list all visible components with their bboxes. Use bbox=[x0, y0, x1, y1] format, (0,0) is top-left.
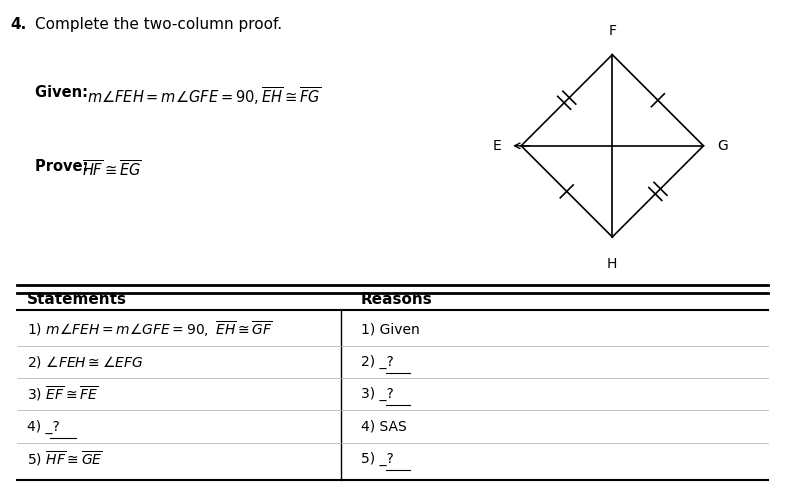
Text: F: F bbox=[608, 24, 616, 38]
Text: 5) _?: 5) _? bbox=[361, 451, 394, 466]
Text: Complete the two-column proof.: Complete the two-column proof. bbox=[35, 17, 282, 32]
Text: E: E bbox=[492, 139, 501, 153]
Text: 3) $\overline{EF} \cong \overline{FE}$: 3) $\overline{EF} \cong \overline{FE}$ bbox=[27, 385, 98, 403]
Text: Prove:: Prove: bbox=[35, 159, 93, 174]
Text: H: H bbox=[607, 257, 618, 271]
Text: 4) SAS: 4) SAS bbox=[361, 419, 407, 434]
Text: 1) Given: 1) Given bbox=[361, 323, 420, 337]
Text: 1) $m\angle FEH = m\angle GFE = 90,\ \overline{EH} \cong \overline{GF}$: 1) $m\angle FEH = m\angle GFE = 90,\ \ov… bbox=[27, 320, 272, 339]
Text: $m\angle FEH = m\angle GFE = 90, \overline{EH} \cong \overline{FG}$: $m\angle FEH = m\angle GFE = 90, \overli… bbox=[87, 86, 321, 107]
Text: 3) _?: 3) _? bbox=[361, 387, 394, 401]
Text: 4) _?: 4) _? bbox=[27, 419, 60, 434]
Text: Reasons: Reasons bbox=[361, 292, 433, 307]
Text: $\overline{HF} \cong \overline{EG}$: $\overline{HF} \cong \overline{EG}$ bbox=[82, 159, 141, 179]
Text: Statements: Statements bbox=[27, 292, 126, 307]
Text: 2) _?: 2) _? bbox=[361, 355, 394, 369]
Text: 2) $\angle FEH \cong \angle EFG$: 2) $\angle FEH \cong \angle EFG$ bbox=[27, 354, 143, 370]
Text: Given:: Given: bbox=[35, 86, 93, 100]
Text: 5) $\overline{HF} \cong \overline{GE}$: 5) $\overline{HF} \cong \overline{GE}$ bbox=[27, 450, 102, 468]
Text: G: G bbox=[717, 139, 728, 153]
Text: 4.: 4. bbox=[10, 17, 27, 32]
